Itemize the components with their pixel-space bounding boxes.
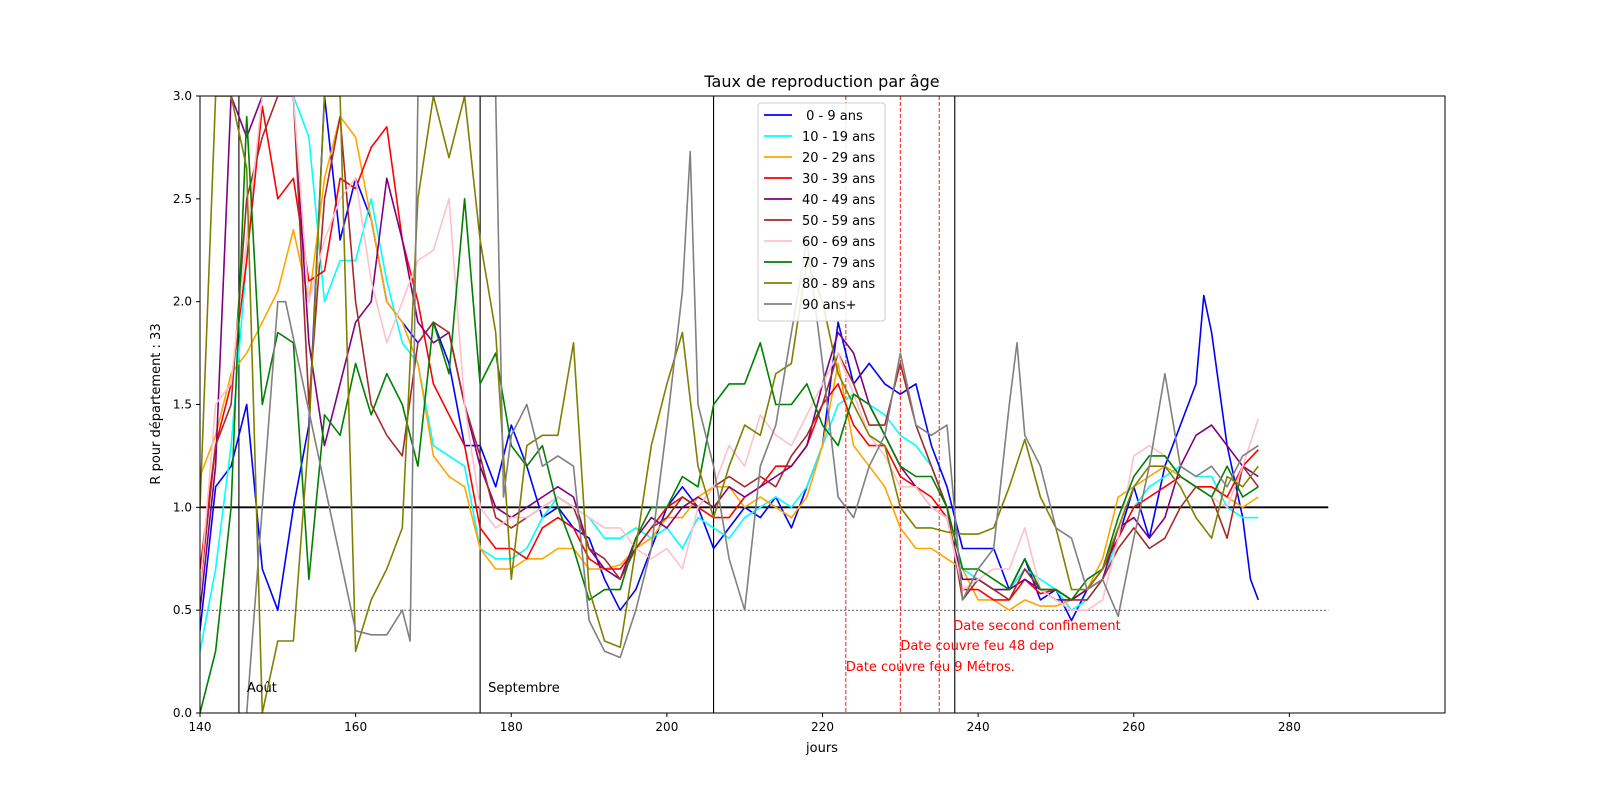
legend-label-0: 0 - 9 ans — [802, 109, 863, 124]
series-line-4 — [200, 96, 1259, 611]
y-tick-label-5: 2.5 — [173, 192, 192, 206]
y-axis-label: R pour département : 33 — [149, 323, 164, 484]
marker-label-1: Septembre — [488, 681, 560, 696]
series-line-9 — [245, 96, 1259, 713]
series-line-3 — [200, 105, 1259, 601]
y-tick-label-2: 1.0 — [173, 500, 192, 514]
y-tick-label-0: 0.0 — [173, 706, 192, 720]
x-tick-label-7: 280 — [1278, 720, 1301, 734]
legend-label-7: 70 - 79 ans — [802, 256, 875, 271]
series-line-7 — [200, 115, 1259, 713]
reference-lines — [200, 506, 1329, 611]
legend-label-6: 60 - 69 ans — [802, 235, 875, 250]
x-tick-label-5: 240 — [967, 720, 990, 734]
legend-label-9: 90 ans+ — [802, 298, 857, 313]
y-tick-label-4: 2.0 — [173, 295, 192, 309]
y-tick-label-3: 1.5 — [173, 398, 192, 412]
x-tick-label-2: 180 — [500, 720, 523, 734]
legend: 0 - 9 ans 10 - 19 ans 20 - 29 ans 30 - 39 a… — [757, 102, 886, 322]
marker-label-6: Date second confinement — [953, 619, 1120, 634]
chart-title: Taux de reproduction par âge — [703, 72, 939, 91]
series-line-8 — [200, 96, 1259, 713]
x-tick-label-3: 200 — [655, 720, 678, 734]
legend-label-8: 80 - 89 ans — [802, 277, 875, 292]
series-line-2 — [200, 115, 1259, 611]
series-line-0 — [200, 96, 1260, 631]
legend-label-5: 50 - 59 ans — [802, 214, 875, 229]
y-tick-label-1: 0.5 — [173, 603, 192, 617]
marker-labels: Août Septembre Date couvre feu 9 Métros. Da… — [247, 619, 1121, 696]
x-tick-label-4: 220 — [811, 720, 834, 734]
legend-label-2: 20 - 29 ans — [802, 151, 875, 166]
x-axis-label: jours — [805, 741, 838, 756]
series-line-1 — [200, 96, 1259, 652]
marker-label-5: Date couvre feu 48 dep — [900, 639, 1054, 654]
marker-label-0: Août — [247, 681, 277, 696]
legend-label-3: 30 - 39 ans — [802, 172, 875, 187]
x-tick-label-6: 260 — [1122, 720, 1145, 734]
series-line-5 — [200, 96, 1259, 601]
series-line-6 — [200, 96, 1260, 611]
y-tick-label-6: 3.0 — [173, 89, 192, 103]
legend-label-4: 40 - 49 ans — [802, 193, 875, 208]
x-tick-label-1: 160 — [344, 720, 367, 734]
marker-label-4: Date couvre feu 9 Métros. — [846, 660, 1015, 675]
axes: 140 160 180 200 220 240 260 280 0.0 0.5 1.0 1.5 2.0 2… — [173, 89, 1446, 734]
legend-label-1: 10 - 19 ans — [802, 130, 875, 145]
series-lines — [200, 96, 1260, 713]
x-tick-label-0: 140 — [189, 720, 212, 734]
